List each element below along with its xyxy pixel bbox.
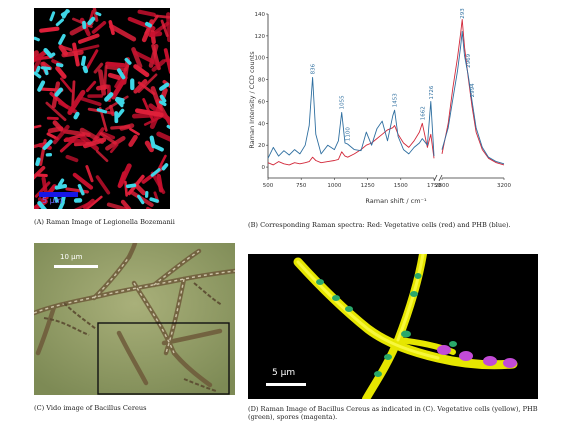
- bacillus-raman-svg: [248, 254, 538, 399]
- caption-a: (A) Raman Image of Legionella Bozemanii: [34, 218, 175, 226]
- scale-bar-a: [39, 192, 78, 197]
- caption-d: (D) Raman Image of Bacillus Cereus as in…: [248, 405, 538, 421]
- region-of-interest-box: [97, 322, 230, 395]
- scale-bar-c-label: 10 µm: [60, 253, 83, 261]
- axis-break-mark: [433, 174, 438, 182]
- x-tick-label: 1000: [327, 183, 341, 189]
- y-tick-label: 40: [258, 121, 265, 127]
- peak-label: 2969: [466, 53, 472, 67]
- peak-label: 1726: [429, 85, 435, 99]
- caption-b: (B) Corresponding Raman spectra: Red: Ve…: [248, 221, 511, 229]
- peak-label: 2994: [470, 83, 476, 97]
- scale-bar-d: [266, 383, 306, 386]
- x-axis-label: Raman shift / cm⁻¹: [365, 197, 427, 205]
- y-axis-label: Raman Intensity / CCD counts: [248, 51, 256, 149]
- x-tick-label: 2800: [435, 183, 449, 189]
- x-tick-label: 3200: [497, 183, 511, 189]
- scale-bar-d-label: 5 µm: [272, 368, 296, 378]
- x-tick-label: 750: [296, 183, 307, 189]
- spectrum-line-red: [267, 122, 435, 166]
- y-tick-label: 140: [255, 12, 266, 18]
- axis-break-mark: [438, 174, 443, 182]
- peak-label: 1453: [393, 93, 399, 107]
- legionella-image-svg: [34, 8, 170, 209]
- scale-bar-a-label: 5 µm: [42, 196, 63, 205]
- caption-c: (C) Vido image of Bacillus Cereus: [34, 404, 147, 412]
- raman-image-legionella: 5 µm: [34, 8, 170, 209]
- spectrum-line-blue: [267, 76, 435, 159]
- video-image-bacillus: 10 µm: [34, 243, 235, 395]
- raman-spectra-svg: Raman Intensity / CCD counts Raman shift…: [248, 8, 511, 205]
- x-tick-label: 1250: [361, 183, 375, 189]
- y-tick-label: 0: [262, 165, 266, 171]
- peak-label: 2930: [460, 8, 466, 19]
- peak-label: 1055: [340, 95, 346, 109]
- spectrum-line-blue: [441, 31, 505, 165]
- x-tick-label: 500: [263, 183, 274, 189]
- peak-label: 836: [311, 63, 317, 74]
- peak-label: 1100: [346, 127, 352, 141]
- bacillus-video-svg: [34, 243, 235, 395]
- x-tick-label: 1500: [394, 183, 408, 189]
- spectrum-line-red: [441, 19, 505, 166]
- y-tick-label: 100: [255, 56, 266, 62]
- y-tick-label: 20: [258, 143, 265, 149]
- x-tick-label: 1750: [427, 183, 441, 189]
- peak-label: 1662: [420, 106, 426, 120]
- scale-bar-c: [54, 265, 98, 268]
- raman-image-bacillus: 5 µm: [248, 254, 538, 399]
- y-tick-label: 80: [258, 78, 265, 84]
- raman-spectra-chart: Raman Intensity / CCD counts Raman shift…: [246, 8, 526, 210]
- y-tick-label: 60: [258, 99, 265, 105]
- y-tick-label: 120: [255, 34, 266, 40]
